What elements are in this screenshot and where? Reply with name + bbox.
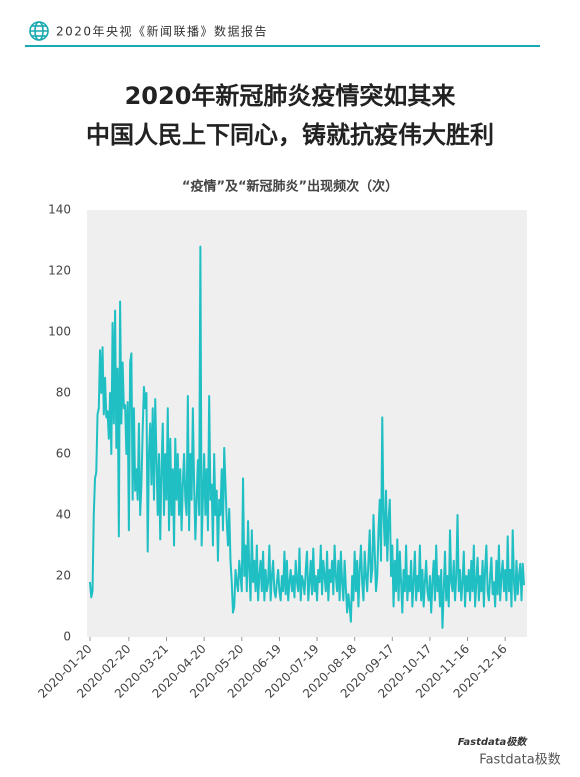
title-line: 2020年新冠肺炎疫情突如其来 — [125, 82, 457, 110]
y-tick-label: 140 — [48, 203, 71, 217]
y-tick-label: 0 — [63, 630, 71, 644]
watermark: Fastdata极数 — [479, 753, 560, 768]
y-tick-label: 20 — [56, 569, 71, 583]
report-header: 2020年央视《新闻联播》数据报告 — [56, 24, 268, 39]
globe-icon — [29, 21, 49, 41]
y-tick-label: 60 — [56, 447, 71, 461]
title-line: 中国人民上下同心，铸就抗疫伟大胜利 — [86, 121, 494, 149]
chart-title: “疫情”及“新冠肺炎”出现频次（次） — [182, 179, 398, 195]
y-tick-label: 40 — [56, 508, 71, 522]
y-tick-label: 120 — [48, 264, 71, 278]
logo: Fastdata极数 — [458, 736, 529, 748]
series-line — [89, 245, 525, 629]
y-tick-label: 80 — [56, 386, 71, 400]
y-tick-label: 100 — [48, 325, 71, 339]
